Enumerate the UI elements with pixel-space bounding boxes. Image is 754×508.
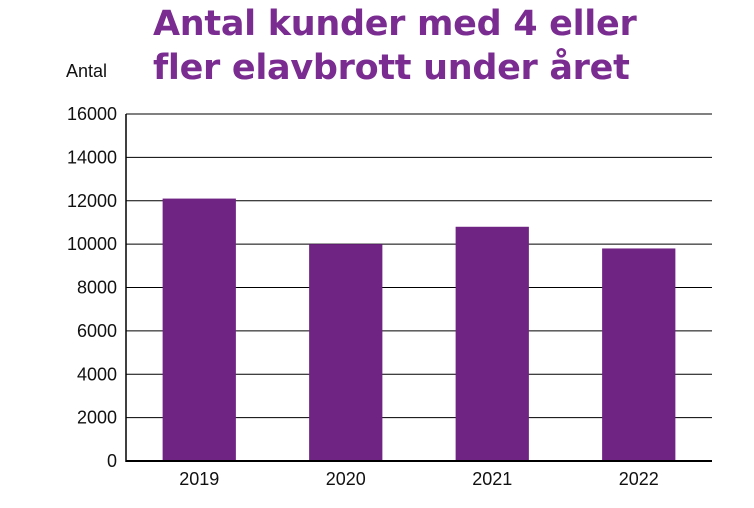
y-tick-label: 8000: [77, 278, 117, 298]
y-tick-label: 14000: [67, 147, 117, 167]
y-tick-label: 6000: [77, 321, 117, 341]
chart-title-line-1: Antal kunder med 4 eller: [153, 4, 637, 44]
x-tick-label: 2021: [472, 469, 512, 489]
y-tick-label: 12000: [67, 191, 117, 211]
y-tick-label: 10000: [67, 234, 117, 254]
y-tick-label: 4000: [77, 364, 117, 384]
chart-title-line-2: fler elavbrott under året: [153, 48, 630, 88]
x-tick-label: 2022: [619, 469, 659, 489]
bar: [309, 244, 383, 461]
y-axis-label: Antal: [66, 61, 108, 81]
bar: [602, 248, 676, 461]
x-tick-label: 2020: [326, 469, 366, 489]
bar: [162, 198, 236, 462]
y-tick-label: 2000: [77, 408, 117, 428]
y-tick-label: 0: [107, 451, 117, 471]
bar: [455, 226, 529, 461]
y-tick-label: 16000: [67, 104, 117, 124]
x-tick-label: 2019: [179, 469, 219, 489]
chart-title: Antal kunder med 4 eller fler elavbrott …: [153, 2, 743, 90]
